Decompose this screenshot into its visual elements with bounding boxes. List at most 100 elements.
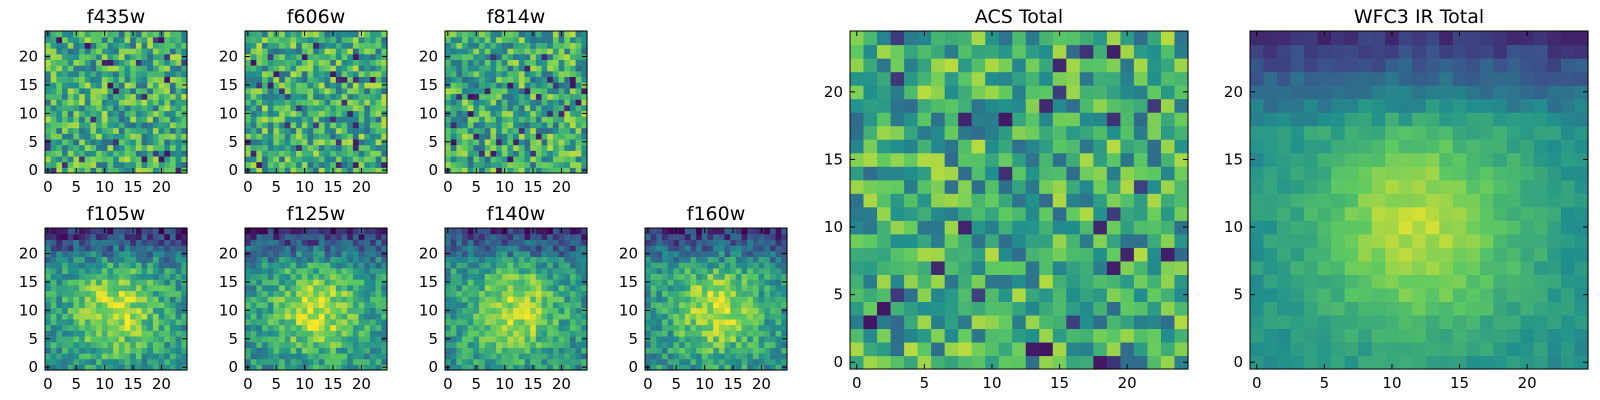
heatmap-cell [490,307,497,314]
heatmap-cell [958,274,973,289]
heatmap-cell [307,364,314,371]
heatmap-cell [324,301,331,309]
heatmap-cell [518,352,526,360]
heatmap-cell [445,296,452,303]
heatmap-cell [284,82,292,89]
heatmap-cell [569,358,577,365]
heatmap-cell [118,99,126,106]
heatmap-cell [141,110,148,117]
heatmap-cell [330,307,337,314]
heatmap-cell [175,228,182,235]
heatmap-cell [284,250,292,257]
heatmap-cell [273,138,280,146]
heatmap-cell [501,99,509,106]
heatmap-cell [450,290,457,297]
heatmap-cell [735,313,743,320]
heatmap-cell [341,358,348,365]
heatmap-cell [547,116,554,123]
heatmap-cell [175,76,182,83]
heatmap-cell [575,358,582,365]
heatmap-cell [456,341,463,348]
heatmap-cell [130,161,137,168]
heatmap-cell [679,296,686,303]
heatmap-cell [850,314,865,330]
heatmap-cell [79,307,86,314]
heatmap-cell [662,301,669,309]
heatmap-cell [673,262,680,269]
heatmap-cell [547,284,554,292]
heatmap-cell [301,138,309,146]
heatmap-cell [741,330,748,337]
heatmap-cell [318,36,326,43]
heatmap-cell [175,48,182,55]
heatmap-cell [335,279,343,286]
heatmap-cell [290,93,297,100]
heatmap-cell [456,110,463,117]
heatmap-cell [307,318,314,326]
heatmap-cell [445,318,452,326]
heatmap-cell [764,324,771,331]
y-tick-label: 15 [19,76,38,94]
heatmap-cell [445,155,452,163]
heatmap-cell [364,31,371,38]
heatmap-cell [56,352,63,360]
heatmap-cell [358,99,365,106]
heatmap-cell [958,206,973,221]
heatmap-cell [877,287,892,302]
heatmap-cell [56,228,63,235]
heatmap-cell [473,87,480,95]
heatmap-cell [467,290,474,297]
heatmap-cell [96,138,103,146]
heatmap-cell [684,330,692,337]
heatmap-cell [662,335,669,343]
heatmap-cell [450,150,457,157]
heatmap-cell [347,144,354,151]
heatmap-cell [473,324,480,331]
heatmap-cell [296,239,303,246]
heatmap-cell [113,330,120,337]
heatmap-cell [56,133,63,140]
heatmap-cell [381,48,388,55]
heatmap-cell [496,318,503,326]
heatmap-cell [479,53,486,60]
heatmap-cell [364,99,371,106]
heatmap-cell [256,324,263,331]
heatmap-cell [147,318,154,326]
heatmap-cell [79,290,86,297]
heatmap-cell [375,150,382,157]
heatmap-cell [141,313,148,320]
heatmap-cell [552,76,560,83]
heatmap-cell [690,313,697,320]
heatmap-cell [569,233,577,240]
heatmap-cell [375,273,382,280]
heatmap-cell [130,250,137,257]
heatmap-cell [262,133,269,140]
heatmap-cell [735,284,743,292]
heatmap-cell [284,364,292,371]
heatmap-cell [496,262,503,269]
heatmap-cell [181,301,188,309]
heatmap-cell [985,247,1000,262]
heatmap-cell [496,347,503,354]
heatmap-cell [141,70,148,78]
heatmap-cell [656,290,663,297]
heatmap-cell [958,220,973,235]
heatmap-cell [781,358,788,365]
heatmap-cell [850,301,865,316]
heatmap-cell [775,324,782,331]
heatmap-cell [541,161,548,168]
heatmap-cell [301,284,309,292]
x-tick-label: 10 [495,375,514,393]
heatmap-cell [147,228,154,235]
heatmap-cell [535,335,543,343]
heatmap-cell [301,82,309,89]
heatmap-cell [769,347,777,354]
heatmap-cell [518,127,526,134]
heatmap-cell [1160,287,1176,302]
heatmap-cell [479,352,486,360]
heatmap-cell [890,314,905,330]
heatmap-cell [181,65,188,72]
heatmap-cell [101,296,109,303]
heatmap-cell [1120,328,1135,343]
heatmap-cell [62,99,69,106]
